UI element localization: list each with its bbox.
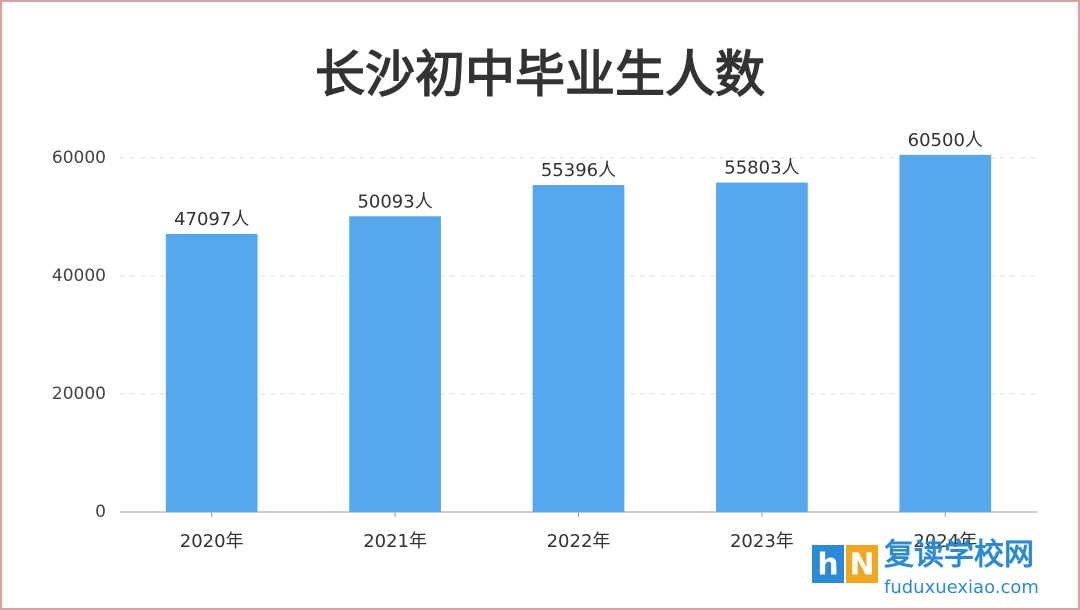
logo-box [812, 545, 844, 583]
bar [899, 154, 992, 512]
y-tick-label: 60000 [52, 148, 106, 168]
chart-title: 长沙初中毕业生人数 [315, 46, 765, 104]
value-label: 50093人 [357, 191, 432, 212]
x-tick-label: 2024年 [913, 531, 977, 552]
x-tick-label: 2022年 [547, 531, 611, 552]
x-tick-label: 2021年 [363, 531, 427, 552]
bar [165, 233, 258, 512]
y-tick-label: 40000 [52, 266, 106, 286]
value-label: 60500人 [908, 130, 983, 151]
watermark: h N 复读学校网 fuduxuexiao.com [812, 538, 1039, 598]
x-tick-label: 2023年 [730, 531, 794, 552]
x-tick-label: 2020年 [180, 531, 244, 552]
logo-letter: h [817, 548, 838, 583]
logo-letter: N [849, 548, 874, 583]
y-tick-label: 20000 [52, 384, 106, 404]
value-label: 55803人 [724, 158, 799, 179]
site-url: fuduxuexiao.com [884, 577, 1039, 598]
value-label: 55396人 [541, 160, 616, 181]
bar [532, 184, 625, 512]
bar [349, 216, 441, 512]
bar [716, 182, 808, 513]
value-label: 47097人 [174, 209, 249, 230]
logo-box [846, 545, 878, 583]
site-name: 复读学校网 [884, 538, 1034, 573]
y-tick-label: 0 [95, 502, 106, 522]
